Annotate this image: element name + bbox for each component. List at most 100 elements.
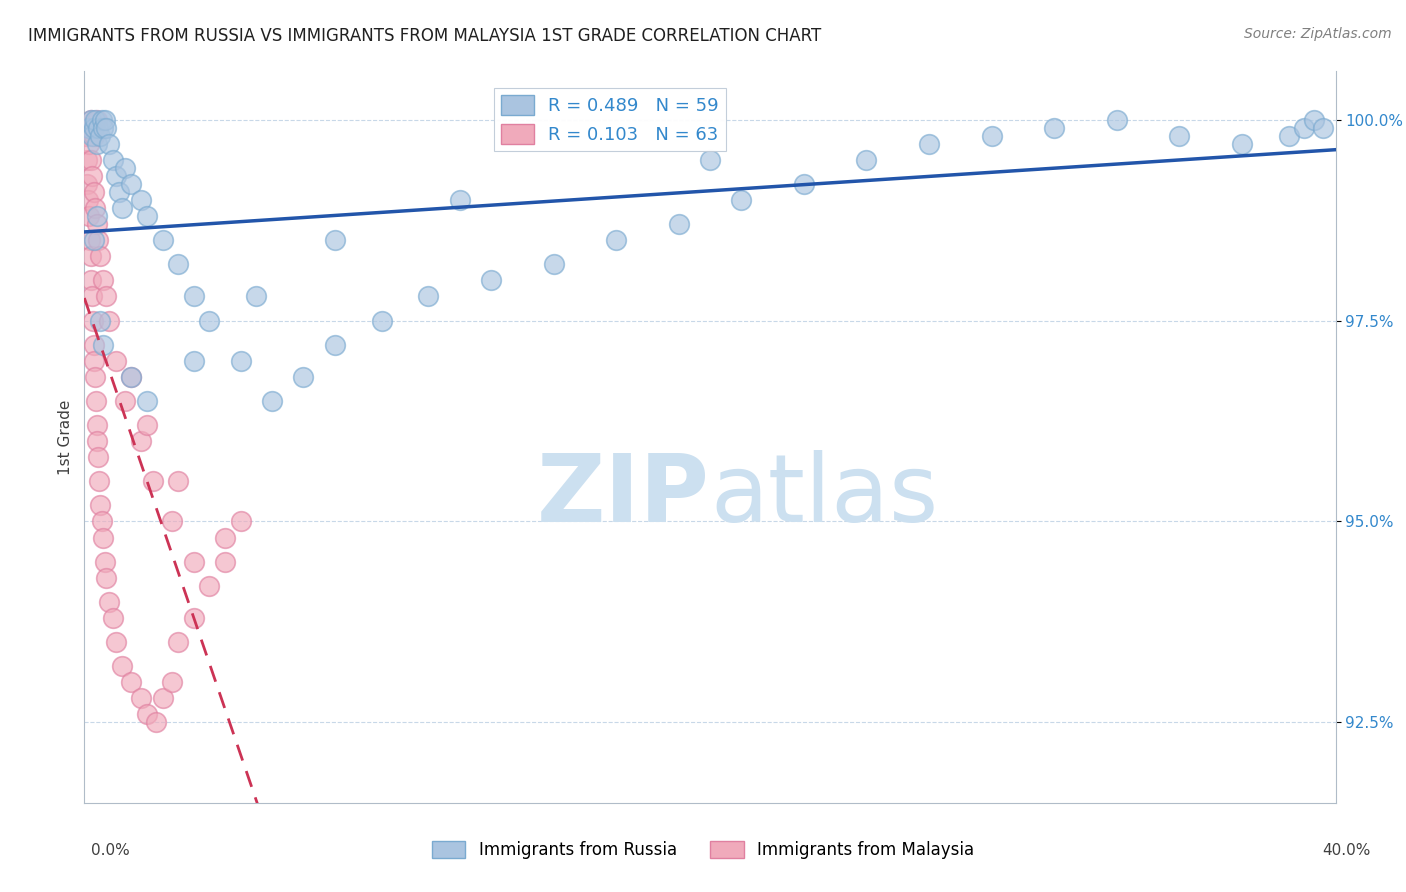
- Point: [543, 257, 565, 271]
- Text: Source: ZipAtlas.com: Source: ZipAtlas.com: [1244, 27, 1392, 41]
- Point: [93, 555, 115, 569]
- Point: [183, 611, 205, 625]
- Point: [1168, 128, 1191, 143]
- Point: [84, 112, 107, 127]
- Point: [323, 233, 346, 247]
- Point: [79, 153, 101, 167]
- Point: [111, 201, 134, 215]
- Point: [730, 193, 752, 207]
- Point: [152, 691, 174, 706]
- Point: [89, 128, 111, 143]
- Point: [79, 112, 101, 127]
- Point: [87, 450, 110, 465]
- Legend: Immigrants from Russia, Immigrants from Malaysia: Immigrants from Russia, Immigrants from …: [426, 834, 980, 866]
- Point: [82, 289, 104, 303]
- Point: [136, 707, 159, 722]
- Point: [793, 177, 815, 191]
- Point: [86, 112, 108, 127]
- Point: [104, 169, 127, 183]
- Point: [167, 475, 190, 489]
- Point: [668, 217, 690, 231]
- Point: [449, 193, 471, 207]
- Point: [245, 289, 267, 303]
- Point: [129, 434, 152, 449]
- Point: [699, 153, 721, 167]
- Point: [229, 353, 252, 368]
- Point: [90, 515, 112, 529]
- Point: [77, 136, 100, 151]
- Point: [89, 249, 111, 263]
- Point: [86, 136, 108, 151]
- Point: [980, 128, 1002, 143]
- Text: atlas: atlas: [710, 450, 938, 541]
- Point: [82, 313, 104, 327]
- Point: [107, 185, 129, 199]
- Point: [79, 233, 101, 247]
- Point: [120, 369, 142, 384]
- Point: [1294, 120, 1316, 135]
- Point: [83, 233, 105, 247]
- Text: 40.0%: 40.0%: [1323, 843, 1371, 858]
- Point: [101, 611, 124, 625]
- Point: [89, 313, 111, 327]
- Point: [323, 337, 346, 351]
- Point: [98, 313, 121, 327]
- Point: [77, 120, 100, 135]
- Point: [370, 313, 392, 327]
- Point: [76, 120, 98, 135]
- Point: [160, 515, 183, 529]
- Point: [104, 635, 127, 649]
- Point: [479, 273, 502, 287]
- Point: [87, 233, 110, 247]
- Point: [1105, 112, 1128, 127]
- Point: [214, 555, 236, 569]
- Point: [167, 257, 190, 271]
- Point: [183, 555, 205, 569]
- Point: [129, 691, 152, 706]
- Point: [1278, 128, 1301, 143]
- Point: [89, 475, 111, 489]
- Point: [198, 579, 221, 593]
- Point: [82, 169, 104, 183]
- Point: [76, 177, 98, 191]
- Text: IMMIGRANTS FROM RUSSIA VS IMMIGRANTS FROM MALAYSIA 1ST GRADE CORRELATION CHART: IMMIGRANTS FROM RUSSIA VS IMMIGRANTS FRO…: [28, 27, 821, 45]
- Point: [101, 153, 124, 167]
- Point: [90, 112, 112, 127]
- Point: [605, 233, 627, 247]
- Point: [79, 112, 101, 127]
- Point: [183, 353, 205, 368]
- Point: [87, 120, 110, 135]
- Point: [80, 273, 103, 287]
- Point: [77, 193, 100, 207]
- Text: ZIP: ZIP: [537, 450, 710, 541]
- Point: [83, 353, 105, 368]
- Point: [418, 289, 440, 303]
- Point: [114, 161, 136, 175]
- Point: [96, 289, 118, 303]
- Point: [114, 393, 136, 408]
- Point: [111, 659, 134, 673]
- Point: [75, 128, 97, 143]
- Point: [292, 369, 315, 384]
- Point: [1230, 136, 1253, 151]
- Point: [1302, 112, 1324, 127]
- Point: [1312, 120, 1334, 135]
- Point: [98, 136, 121, 151]
- Point: [229, 515, 252, 529]
- Point: [84, 369, 107, 384]
- Point: [167, 635, 190, 649]
- Point: [86, 434, 108, 449]
- Legend: R = 0.489   N = 59, R = 0.103   N = 63: R = 0.489 N = 59, R = 0.103 N = 63: [494, 87, 725, 151]
- Point: [104, 353, 127, 368]
- Point: [183, 289, 205, 303]
- Point: [83, 185, 105, 199]
- Point: [136, 393, 159, 408]
- Point: [84, 393, 107, 408]
- Point: [145, 715, 167, 730]
- Point: [120, 369, 142, 384]
- Point: [120, 177, 142, 191]
- Point: [76, 153, 98, 167]
- Point: [82, 128, 104, 143]
- Point: [96, 571, 118, 585]
- Point: [86, 217, 108, 231]
